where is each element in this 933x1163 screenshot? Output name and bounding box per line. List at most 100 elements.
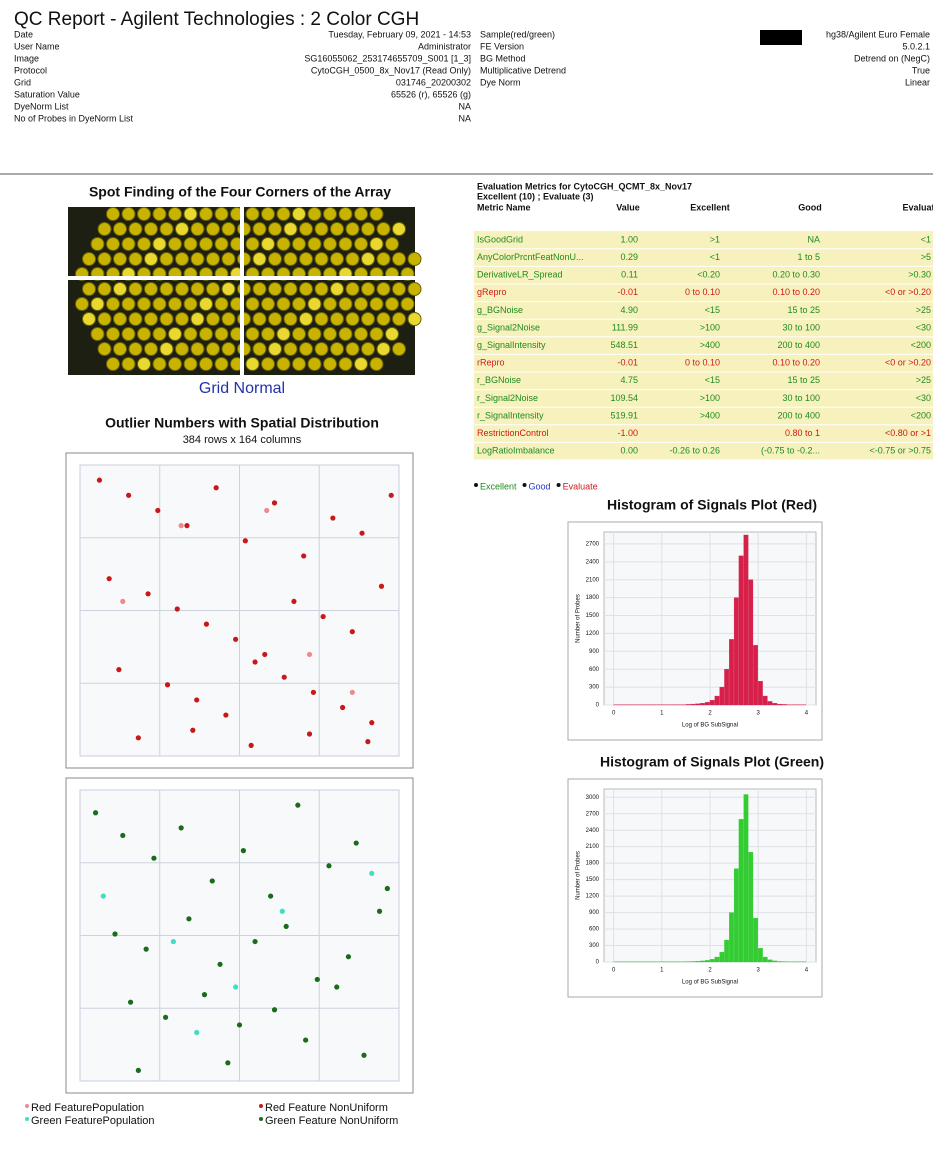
x-tick-label: 1 <box>660 968 664 974</box>
outlier-point <box>217 961 223 967</box>
spot <box>152 207 167 221</box>
spot <box>385 327 399 341</box>
spot <box>152 357 167 371</box>
x-tick-label: 3 <box>757 968 761 974</box>
spot <box>330 312 344 326</box>
spot <box>299 312 313 326</box>
outlier-point <box>96 477 103 483</box>
spot <box>206 282 220 296</box>
spot-title: Spot Finding of the Four Corners of the … <box>89 184 391 200</box>
table-cell: -0.01 <box>617 358 638 368</box>
spot <box>121 327 136 341</box>
spot <box>361 312 375 326</box>
table-body <box>474 231 933 460</box>
table-cell: IsGoodGrid <box>477 234 523 244</box>
field-label: BG Method <box>480 53 526 63</box>
spot <box>214 327 229 341</box>
spot <box>338 327 353 341</box>
spot <box>276 237 291 251</box>
spot <box>121 297 136 311</box>
spot <box>345 342 360 356</box>
spot <box>144 222 158 236</box>
histogram-bar <box>738 819 744 963</box>
spot <box>183 207 198 221</box>
y-tick-label: 1500 <box>586 877 600 883</box>
spot <box>199 357 213 371</box>
spot <box>90 297 105 311</box>
outlier-point <box>334 984 340 990</box>
histogram-bar <box>748 579 754 706</box>
outlier-point <box>143 946 149 952</box>
outlier-point <box>155 507 161 514</box>
x-tick-label: 0 <box>612 711 616 717</box>
spot <box>276 297 291 311</box>
spot <box>159 252 174 266</box>
spot <box>168 297 182 311</box>
histogram-bar <box>700 703 705 706</box>
outlier-subtitle: 384 rows x 164 columns <box>183 434 302 446</box>
spot <box>190 222 205 236</box>
table-cell: >100 <box>700 322 720 332</box>
spot <box>152 237 167 251</box>
outlier-point <box>186 916 192 922</box>
spot <box>307 357 322 371</box>
legend-label: Evaluate <box>563 481 598 491</box>
table-cell: 519.91 <box>610 410 638 420</box>
histogram-bar <box>758 948 763 963</box>
outlier-point <box>326 863 332 869</box>
legend-dot <box>25 1104 29 1108</box>
field-value: NA <box>458 101 471 111</box>
outlier-point <box>194 1029 200 1036</box>
outlier-point <box>162 1014 169 1020</box>
legend-dot <box>474 483 478 487</box>
table-cell: 0 to 0.10 <box>685 358 720 368</box>
spot <box>245 297 260 311</box>
table-cell: 0 to 0.10 <box>685 287 720 297</box>
histogram-bar <box>767 959 773 963</box>
spot <box>159 312 174 326</box>
field-value: 65526 (r), 65526 (g) <box>391 89 471 99</box>
y-tick-label: 0 <box>596 960 600 966</box>
spot <box>206 222 220 236</box>
spot <box>159 282 174 296</box>
table-cell: 4.75 <box>620 375 638 385</box>
field-value: CytoCGH_0500_8x_Nov17 (Read Only) <box>311 65 471 75</box>
outlier-point <box>306 731 313 737</box>
spot <box>199 327 213 341</box>
table-cell: 1 to 5 <box>797 252 820 262</box>
histogram-bar <box>690 703 696 706</box>
spot <box>159 342 174 356</box>
legend-dot <box>556 483 561 487</box>
outlier-point <box>306 651 313 658</box>
table-cell: <1 <box>921 234 931 244</box>
legend-label: Green Feature NonUniform <box>265 1115 398 1127</box>
outlier-point <box>201 992 208 998</box>
histogram-bar <box>724 939 730 963</box>
table-cell: AnyColorPrcntFeatNonU... <box>477 252 584 262</box>
spot <box>214 357 229 371</box>
outlier-point <box>281 674 287 680</box>
x-axis-label: Log of BG SubSignal <box>682 980 738 986</box>
legend-dot <box>259 1104 263 1108</box>
spot <box>392 312 406 326</box>
outlier-point <box>248 742 254 748</box>
spot <box>214 297 229 311</box>
y-tick-label: 1200 <box>586 894 600 900</box>
spot <box>121 357 136 371</box>
spot <box>97 222 112 236</box>
spot <box>307 207 322 221</box>
spot <box>330 282 344 296</box>
spot <box>338 207 353 221</box>
spot <box>369 207 384 221</box>
table-cell: -0.26 to 0.26 <box>669 446 720 456</box>
histogram-bar <box>705 960 710 963</box>
y-tick-label: 1200 <box>586 631 600 637</box>
spot <box>121 237 136 251</box>
y-tick-label: 0 <box>596 703 600 709</box>
table-cell: gRepro <box>477 287 507 297</box>
spot <box>214 207 229 221</box>
spot <box>268 222 282 236</box>
spot <box>292 207 306 221</box>
spot <box>128 312 143 326</box>
outlier-point <box>369 720 375 726</box>
